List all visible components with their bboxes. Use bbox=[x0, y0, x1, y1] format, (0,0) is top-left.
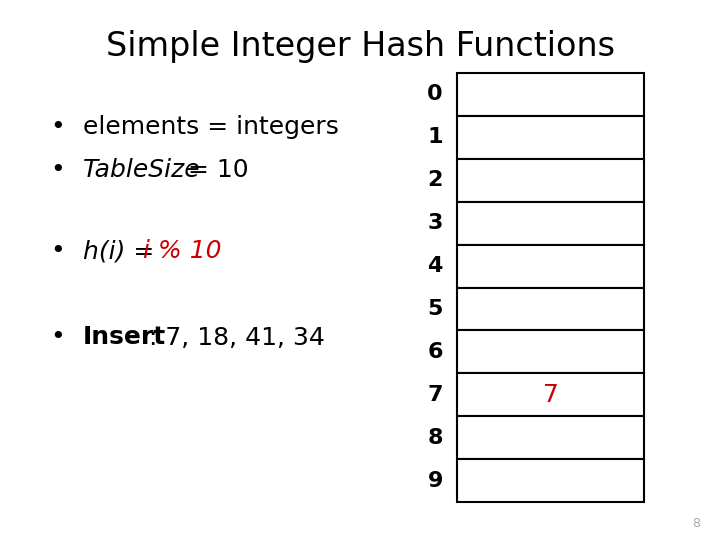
Text: Insert: Insert bbox=[83, 326, 166, 349]
Text: 7: 7 bbox=[427, 385, 443, 405]
Text: •: • bbox=[50, 158, 65, 182]
Text: 7: 7 bbox=[543, 383, 559, 407]
Bar bbox=[457, 287, 644, 330]
Text: 5: 5 bbox=[428, 299, 443, 319]
Text: •: • bbox=[50, 239, 65, 263]
Text: elements = integers: elements = integers bbox=[83, 115, 338, 139]
Text: h(i) =: h(i) = bbox=[83, 239, 162, 263]
Text: 2: 2 bbox=[428, 170, 443, 190]
Text: 8: 8 bbox=[692, 517, 700, 530]
Text: i % 10: i % 10 bbox=[143, 239, 221, 263]
Bar bbox=[457, 245, 644, 287]
Text: 4: 4 bbox=[428, 256, 443, 276]
Text: 8: 8 bbox=[427, 428, 443, 448]
Bar bbox=[457, 201, 644, 245]
Text: 0: 0 bbox=[427, 84, 443, 104]
Bar bbox=[457, 116, 644, 159]
Text: •: • bbox=[50, 115, 65, 139]
Text: 6: 6 bbox=[427, 342, 443, 362]
Text: 9: 9 bbox=[428, 471, 443, 491]
Bar bbox=[457, 373, 644, 416]
Text: •: • bbox=[50, 326, 65, 349]
Text: : 7, 18, 41, 34: : 7, 18, 41, 34 bbox=[149, 326, 325, 349]
Bar bbox=[457, 159, 644, 202]
Text: = 10: = 10 bbox=[180, 158, 248, 182]
Bar bbox=[457, 330, 644, 373]
Text: 1: 1 bbox=[427, 127, 443, 147]
Bar bbox=[457, 459, 644, 502]
Bar bbox=[457, 73, 644, 116]
Text: 3: 3 bbox=[428, 213, 443, 233]
Text: TableSize: TableSize bbox=[83, 158, 200, 182]
Text: Simple Integer Hash Functions: Simple Integer Hash Functions bbox=[106, 30, 614, 63]
Bar bbox=[457, 416, 644, 459]
